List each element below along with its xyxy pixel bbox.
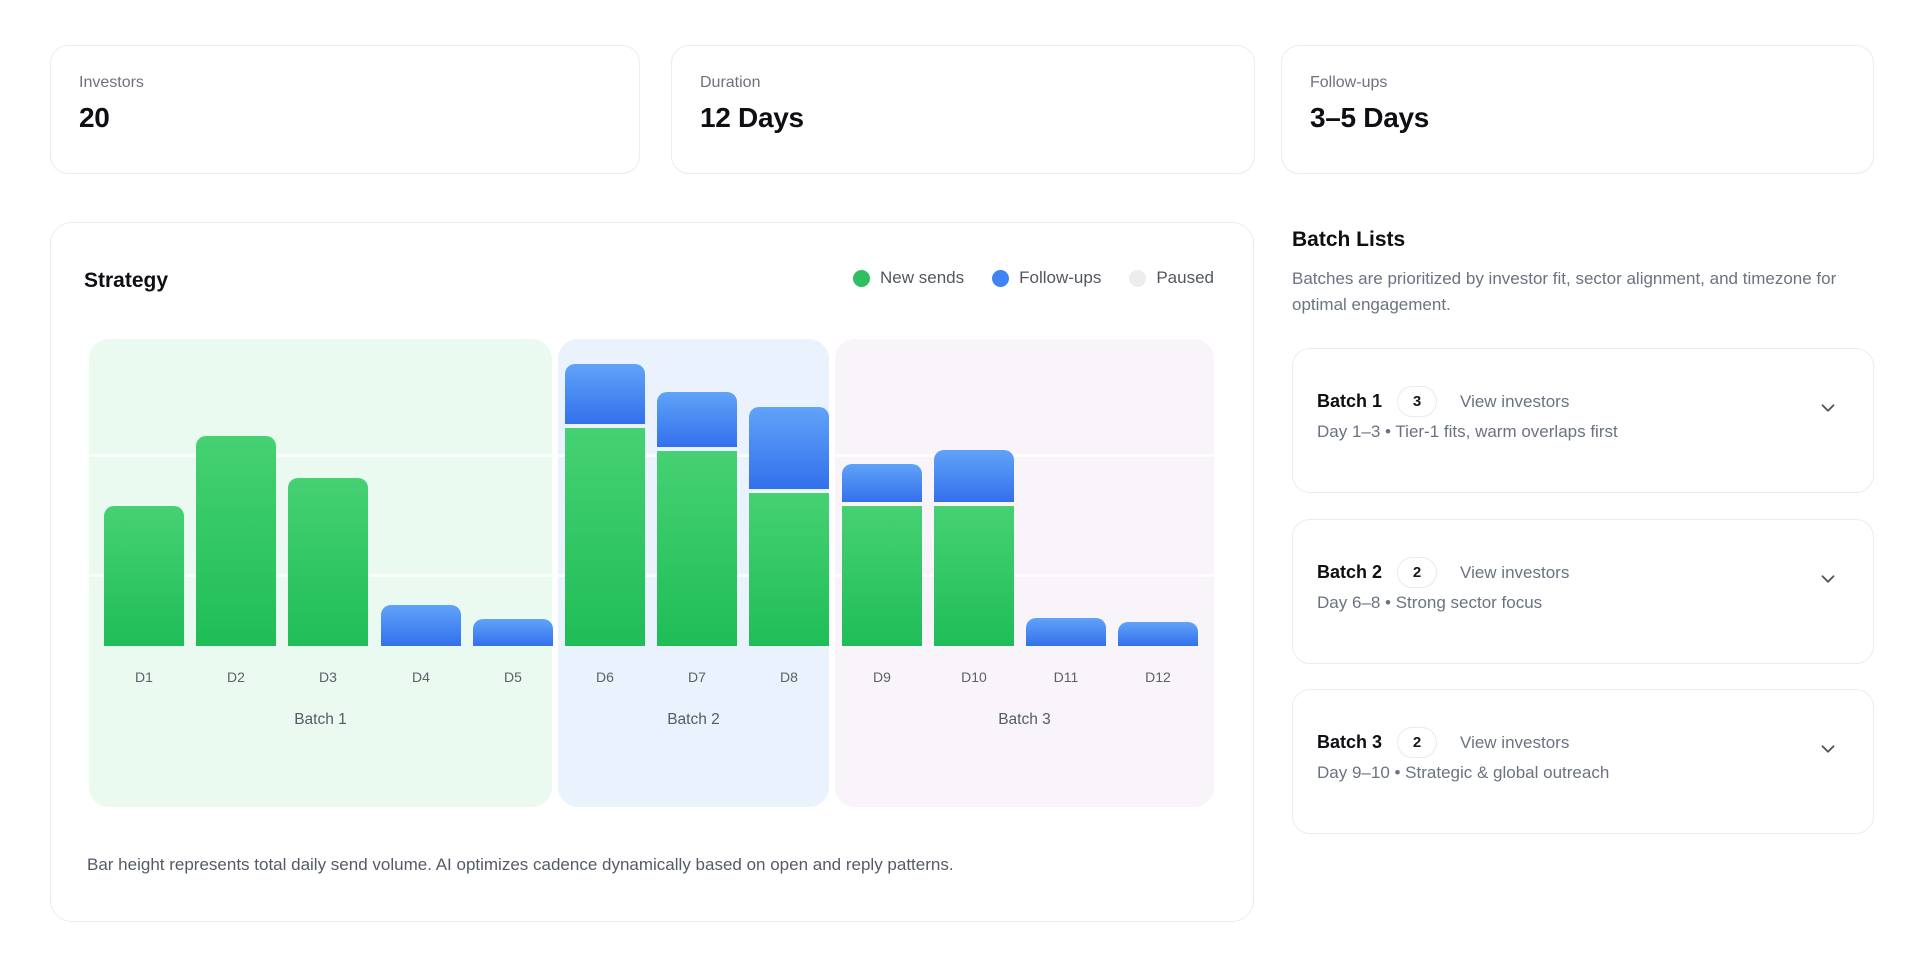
stat-card-followups: Follow-ups 3–5 Days: [1281, 45, 1874, 174]
batch-count-badge: 2: [1397, 557, 1438, 588]
view-investors-link[interactable]: View investors: [1460, 562, 1570, 582]
batch-card-3[interactable]: Batch 3 2 View investors Day 9–10 • Stra…: [1292, 689, 1874, 834]
batch-detail: Day 6–8 • Strong sector focus: [1317, 593, 1543, 612]
stat-card-duration: Duration 12 Days: [671, 45, 1255, 174]
paused-dot-icon: [1129, 269, 1147, 287]
day-label-D9: D9: [873, 669, 891, 685]
batch-detail: Day 1–3 • Tier-1 fits, warm overlaps fir…: [1317, 422, 1618, 441]
new-sends-dot-icon: [853, 269, 871, 287]
stat-card-investors: Investors 20: [50, 45, 640, 174]
bar-follow-ups-D9: [842, 464, 922, 502]
bar-follow-ups-D4: [381, 605, 461, 646]
bar-new-sends-D3: [288, 478, 368, 646]
legend-label: New sends: [880, 268, 965, 287]
follow-ups-dot-icon: [992, 269, 1010, 287]
bar-new-sends-D10: [934, 506, 1014, 646]
day-label-D6: D6: [596, 669, 614, 685]
batch-group-label: Batch 2: [667, 711, 720, 728]
legend-item-follow-ups: Follow-ups: [992, 268, 1101, 288]
view-investors-link[interactable]: View investors: [1460, 391, 1570, 411]
stat-label: Follow-ups: [1310, 74, 1388, 91]
bar-new-sends-D8: [749, 493, 829, 646]
batch-name: Batch 2: [1317, 562, 1383, 582]
strategy-card: Strategy New sends Follow-ups Paused Bat…: [50, 222, 1254, 922]
day-label-D2: D2: [227, 669, 245, 685]
bar-new-sends-D9: [842, 506, 922, 646]
batch-title-row: Batch 1 3 View investors: [1317, 386, 1569, 417]
bar-follow-ups-D6: [565, 364, 645, 424]
gridline: [89, 574, 1214, 577]
stat-value: 3–5 Days: [1310, 102, 1430, 133]
bar-follow-ups-D10: [934, 450, 1014, 502]
stat-value: 20: [79, 102, 110, 133]
batch-lists-description: Batches are prioritized by investor fit,…: [1292, 269, 1837, 314]
stat-label: Duration: [700, 74, 761, 91]
chart-caption: Bar height represents total daily send v…: [87, 855, 954, 874]
day-label-D4: D4: [412, 669, 430, 685]
strategy-chart: Batch 1 Batch 2 Batch 3 D1 D2 D3 D4 D5 D6 D7 D8 D9 D…: [89, 339, 1214, 807]
bar-follow-ups-D8: [749, 407, 829, 489]
batch-count-badge: 3: [1397, 386, 1438, 417]
day-label-D11: D11: [1053, 669, 1079, 685]
day-label-D7: D7: [688, 669, 706, 685]
chevron-down-icon[interactable]: [1817, 738, 1839, 760]
bar-new-sends-D7: [657, 451, 737, 646]
batch-title-row: Batch 2 2 View investors: [1317, 557, 1569, 588]
batch-name: Batch 1: [1317, 391, 1383, 411]
view-investors-link[interactable]: View investors: [1460, 732, 1570, 752]
stat-value: 12 Days: [700, 102, 804, 133]
chevron-down-icon[interactable]: [1817, 568, 1839, 590]
day-label-D3: D3: [319, 669, 337, 685]
bar-follow-ups-D5: [473, 619, 553, 646]
bar-follow-ups-D7: [657, 392, 737, 447]
strategy-card-title: Strategy: [84, 269, 169, 292]
bar-follow-ups-D11: [1026, 618, 1106, 646]
day-label-D1: D1: [135, 669, 153, 685]
batch-group-label: Batch 1: [294, 711, 347, 728]
bar-new-sends-D2: [196, 436, 276, 646]
legend-item-new-sends: New sends: [853, 268, 964, 288]
bar-follow-ups-D12: [1118, 622, 1198, 646]
batch-count-badge: 2: [1397, 727, 1438, 758]
legend-item-paused: Paused: [1129, 268, 1214, 288]
legend-label: Follow-ups: [1019, 268, 1102, 287]
batch-title-row: Batch 3 2 View investors: [1317, 727, 1569, 758]
chart-legend: New sends Follow-ups Paused: [853, 268, 1214, 288]
bar-new-sends-D6: [565, 428, 645, 646]
day-label-D12: D12: [1145, 669, 1171, 685]
day-label-D5: D5: [504, 669, 522, 685]
batch-card-1[interactable]: Batch 1 3 View investors Day 1–3 • Tier-…: [1292, 348, 1874, 493]
batch-name: Batch 3: [1317, 732, 1383, 752]
batch-group-label: Batch 3: [998, 711, 1051, 728]
day-label-D8: D8: [780, 669, 798, 685]
stat-label: Investors: [79, 74, 144, 91]
day-label-D10: D10: [961, 669, 987, 685]
legend-label: Paused: [1156, 268, 1214, 287]
batch-lists-title: Batch Lists: [1292, 228, 1406, 251]
chevron-down-icon[interactable]: [1817, 397, 1839, 419]
batch-detail: Day 9–10 • Strategic & global outreach: [1317, 763, 1610, 782]
batch-card-2[interactable]: Batch 2 2 View investors Day 6–8 • Stron…: [1292, 519, 1874, 664]
gridline: [89, 454, 1214, 457]
bar-new-sends-D1: [104, 506, 184, 646]
